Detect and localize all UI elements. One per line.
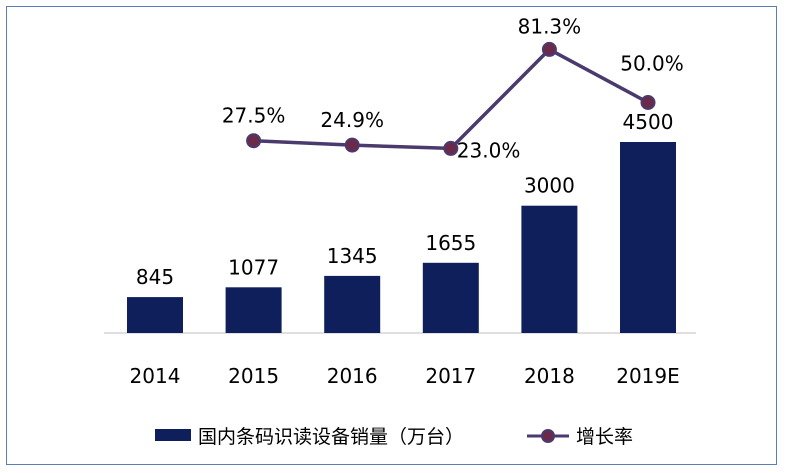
legend: 国内条码识读设备销量（万台） 增长率 [155, 426, 633, 448]
growth-rate-label-group: 27.5% 24.9% 23.0% 81.3% 50.0% [222, 14, 684, 162]
bar-2018 [521, 205, 578, 333]
bar-2014 [127, 297, 183, 333]
x-tick-label-2015: 2015 [228, 364, 279, 388]
x-tick-label-2017: 2017 [425, 364, 476, 388]
growth-rate-line-group [246, 41, 656, 156]
growth-rate-point-2017 [443, 140, 459, 156]
growth-rate-label-2015: 27.5% [222, 104, 286, 128]
x-tick-label-2019E: 2019E [616, 364, 680, 388]
growth-rate-point-2019E [640, 95, 656, 110]
bar-value-label-2014: 845 [136, 265, 174, 289]
legend-line-marker [541, 429, 555, 443]
legend-line-label: 增长率 [576, 426, 633, 448]
bar-value-label-2016: 1345 [327, 244, 378, 268]
bar-group [127, 142, 676, 333]
growth-rate-line [253, 47, 649, 151]
growth-rate-label-2018: 81.3% [518, 14, 582, 38]
x-tick-label-2018: 2018 [524, 364, 575, 388]
growth-rate-label-2016: 24.9% [320, 108, 384, 132]
bar-label-group: 845 1077 1345 1655 3000 4500 [136, 110, 674, 289]
growth-rate-label-2019E: 50.0% [620, 52, 684, 76]
bar-value-label-2015: 1077 [228, 255, 279, 279]
bar-2016 [324, 275, 381, 333]
legend-bar-label: 国内条码识读设备销量（万台） [198, 426, 464, 448]
growth-rate-point-2016 [344, 137, 360, 153]
growth-rate-point-2018 [541, 41, 557, 57]
bar-value-label-2017: 1655 [425, 231, 476, 255]
bar-2015 [225, 287, 282, 333]
growth-rate-label-2017: 23.0% [457, 138, 521, 162]
bar-2017 [422, 262, 479, 333]
legend-bar-swatch [155, 429, 191, 441]
x-tick-label-2016: 2016 [327, 364, 378, 388]
x-tick-label-2014: 2014 [130, 364, 181, 388]
bar-value-label-2018: 3000 [524, 174, 575, 198]
growth-rate-point-2015 [246, 133, 262, 149]
x-tick-group: 2014 2015 2016 2017 2018 2019E [130, 364, 680, 388]
bar-2019E [620, 142, 676, 333]
bar-value-label-2019E: 4500 [623, 110, 674, 134]
